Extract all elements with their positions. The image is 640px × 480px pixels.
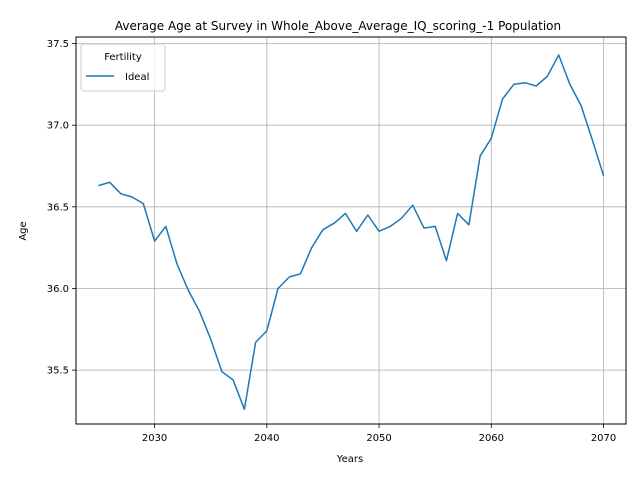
x-tick-label: 2050 [366,433,391,444]
legend: Fertility Ideal [80,43,166,92]
y-axis-ticks: 35.5 36.0 36.5 37.0 37.5 [47,39,76,377]
x-tick-label: 2030 [142,433,167,444]
x-axis-ticks: 2030 2040 2050 2060 2070 [142,424,616,444]
x-axis-label: Years [336,454,363,465]
x-tick-label: 2070 [591,433,616,444]
y-tick-label: 37.0 [47,121,69,132]
legend-title: Fertility [104,52,142,63]
legend-entry-label: Ideal [125,72,149,83]
series-line-ideal [98,54,605,411]
chart-title: Average Age at Survey in Whole_Above_Ave… [115,19,561,33]
legend-box [80,43,166,92]
y-axis-label: Age [18,221,29,240]
x-tick-label: 2040 [254,433,279,444]
y-tick-label: 36.5 [47,202,69,213]
x-tick-label: 2060 [479,433,504,444]
plot-area-frame [75,36,627,425]
y-tick-label: 36.0 [47,284,69,295]
y-tick-label: 35.5 [47,366,69,377]
series-lines [98,54,605,411]
y-tick-label: 37.5 [47,39,69,50]
